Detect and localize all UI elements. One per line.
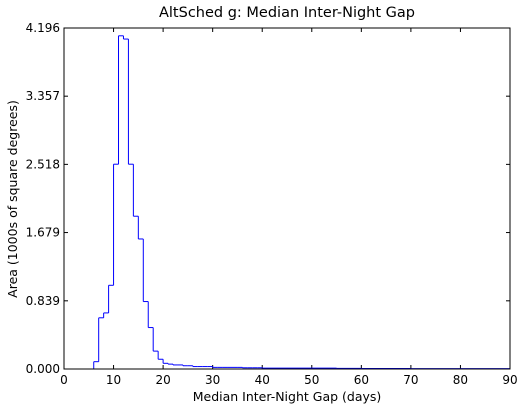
- plot-series: [64, 35, 510, 370]
- x-tick-label: 80: [453, 373, 468, 387]
- y-tick-label: 1.679: [26, 226, 60, 240]
- y-tick-label: 3.357: [26, 89, 60, 103]
- chart-title: AltSched g: Median Inter-Night Gap: [159, 5, 415, 21]
- x-tick-label: 20: [155, 373, 170, 387]
- x-tick-label: 40: [255, 373, 270, 387]
- x-tick-label: 0: [60, 373, 68, 387]
- y-axis-label: Area (1000s of square degrees): [5, 100, 20, 298]
- x-tick-label: 70: [403, 373, 418, 387]
- y-tick-label: 0.839: [26, 294, 60, 308]
- x-tick-label: 10: [106, 373, 121, 387]
- x-tick-label: 30: [205, 373, 220, 387]
- y-tick-label: 2.518: [26, 157, 60, 171]
- x-axis-label: Median Inter-Night Gap (days): [193, 389, 382, 404]
- x-tick-label: 50: [304, 373, 319, 387]
- axis-ticks: 0 10 20 30 40 50 60 70 80 90 0.000 0.839 1.679 2.518 3…: [26, 21, 518, 387]
- x-tick-label: 60: [354, 373, 369, 387]
- x-tick-label: 90: [502, 373, 517, 387]
- plot-frame: [63, 27, 511, 370]
- y-tick-label: 0.000: [26, 362, 60, 376]
- y-tick-label: 4.196: [26, 21, 60, 35]
